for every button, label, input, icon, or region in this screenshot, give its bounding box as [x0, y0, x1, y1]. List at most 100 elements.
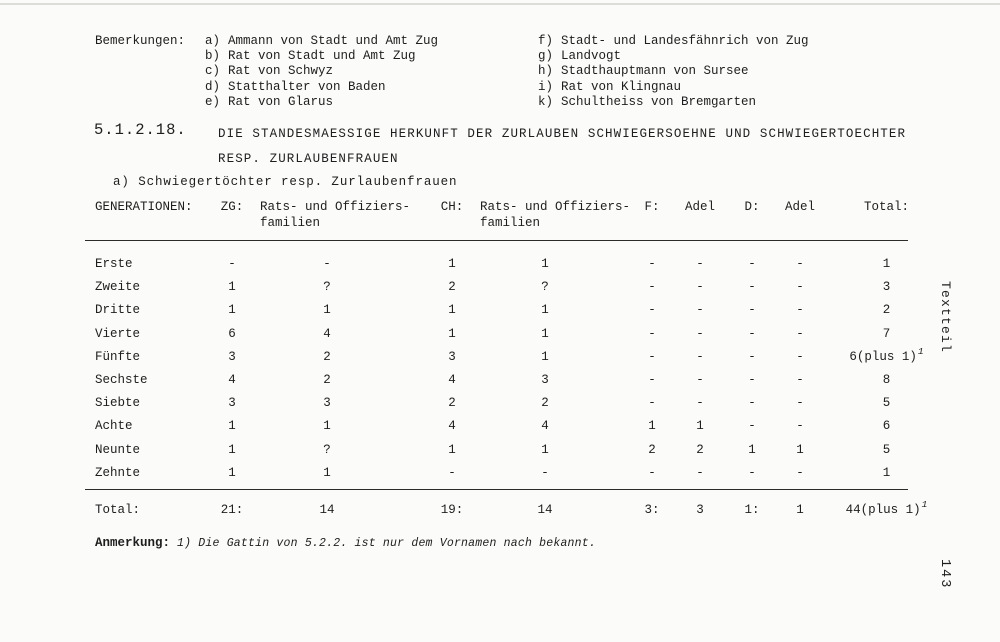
- page-number-text: 143: [937, 559, 952, 590]
- table-footer-rule: [85, 489, 908, 490]
- table-cell: -: [696, 303, 704, 318]
- col-header-rats1-line2: familien: [260, 215, 321, 230]
- table-cell: ?: [323, 442, 331, 457]
- table-cell: -: [696, 257, 704, 271]
- table-cell: -: [696, 373, 704, 387]
- table-cell: 1: [228, 303, 236, 318]
- total-cell: 19:: [440, 503, 464, 517]
- table-cell: -: [696, 326, 704, 341]
- table-cell: 2: [448, 396, 456, 411]
- table-cell: -: [696, 349, 704, 364]
- table-cell: 4: [323, 326, 331, 341]
- list-item-key: d): [205, 79, 221, 94]
- col-header-rats2-line1: Rats- und Offiziers-: [480, 200, 631, 214]
- total-cell: 1: [796, 503, 804, 517]
- list-item: c) Rat von Schwyz: [205, 64, 438, 79]
- table-cell: 1: [648, 419, 656, 434]
- table-cell: 4: [541, 419, 549, 434]
- table-cell: -: [748, 373, 756, 387]
- table-cell: -: [748, 396, 756, 411]
- list-item-text: Rat von Stadt und Amt Zug: [228, 49, 416, 64]
- table-cell: -: [748, 349, 756, 364]
- table-cell: -: [323, 257, 331, 271]
- table-cell: 2: [323, 373, 331, 387]
- col-header-adel2: Adel: [784, 200, 815, 214]
- table-cell: 4: [448, 419, 456, 434]
- table-cell: -: [648, 303, 656, 318]
- col-header-zg: ZG:: [220, 200, 244, 214]
- side-label-text: Textteil: [938, 281, 953, 354]
- list-item-text: Ammann von Stadt und Amt Zug: [228, 34, 439, 48]
- list-item-key: c): [205, 64, 221, 79]
- list-item: b) Rat von Stadt und Amt Zug: [205, 49, 438, 64]
- table-cell: 2: [323, 349, 331, 364]
- col-header-ch: CH:: [440, 200, 464, 214]
- footnote-marker: 1: [921, 499, 928, 510]
- list-item: i) Rat von Klingnau: [538, 80, 809, 95]
- table-cell: 1: [541, 442, 549, 457]
- table-cell: -: [748, 419, 756, 434]
- col-header-generationen: GENERATIONEN:: [95, 200, 193, 214]
- list-item-text: Stadthauptmann von Sursee: [561, 64, 749, 79]
- table-cell: -: [748, 280, 756, 295]
- total-cell: 3: [696, 503, 704, 517]
- table-cell: -: [796, 303, 804, 318]
- table-cell: 3: [228, 349, 236, 364]
- table-cell: ?: [541, 280, 549, 295]
- table-cell: 2: [882, 303, 891, 318]
- list-item: d) Statthalter von Baden: [205, 80, 438, 95]
- table-cell: -: [648, 373, 656, 387]
- col-header-d: D:: [744, 200, 760, 214]
- table-cell: -: [796, 373, 804, 387]
- col-header-rats2-line2: familien: [480, 215, 541, 230]
- table-cell: 1: [748, 442, 756, 457]
- table-cell: -: [748, 326, 756, 341]
- list-item: g) Landvogt: [538, 49, 809, 64]
- table-cell: 1: [882, 257, 891, 271]
- table-cell: -: [696, 396, 704, 411]
- table-cell: -: [796, 465, 804, 480]
- table-cell: 1: [448, 257, 456, 271]
- anmerkung-label: Anmerkung:: [95, 536, 171, 550]
- table-cell: -: [448, 465, 456, 480]
- table-cell: -: [796, 257, 804, 271]
- table-cell: -: [648, 349, 656, 364]
- table-cell: 5: [882, 396, 891, 411]
- total-cell: 3:: [644, 503, 660, 517]
- col-header-f: F:: [644, 200, 660, 214]
- table-cell: 1: [696, 419, 704, 434]
- col-header-rats1-line1: Rats- und Offiziers-: [260, 200, 411, 214]
- col-header-total: Total:: [863, 200, 909, 214]
- table-cell: 1: [228, 442, 236, 457]
- list-item-key: i): [538, 79, 554, 94]
- table-cell: -: [748, 303, 756, 318]
- table-cell: 1: [228, 280, 236, 295]
- subsection-title: a) Schwiegertöchter resp. Zurlaubenfraue…: [113, 175, 458, 189]
- table-cell: 3: [882, 280, 891, 295]
- table-cell: 1: [541, 349, 549, 364]
- table-cell: 2: [696, 442, 704, 457]
- table-cell: 1: [323, 465, 331, 480]
- table-cell: -: [648, 280, 656, 295]
- table-cell: -: [796, 349, 804, 364]
- row-label: Vierte: [95, 326, 141, 341]
- table-cell: 1: [448, 326, 456, 341]
- row-label: Zweite: [95, 280, 141, 295]
- scan-top-edge: [0, 3, 1000, 5]
- list-item-text: Schultheiss von Bremgarten: [561, 94, 757, 109]
- table-cell: -: [796, 326, 804, 341]
- table-cell: 3: [323, 396, 331, 411]
- table-cell: 1: [882, 465, 891, 480]
- total-cell: 1:: [744, 503, 760, 517]
- row-label: Neunte: [95, 442, 141, 457]
- list-item-key: a): [205, 34, 221, 48]
- table-cell: 8: [882, 373, 891, 387]
- table-cell: 1: [541, 257, 549, 271]
- table-cell: 1: [448, 442, 456, 457]
- list-item-text: Rat von Schwyz: [228, 64, 334, 79]
- list-item-key: g): [538, 49, 554, 64]
- list-item-text: Landvogt: [561, 49, 622, 64]
- table-cell: -: [796, 396, 804, 411]
- section-title-line2: RESP. ZURLAUBENFRAUEN: [218, 152, 399, 166]
